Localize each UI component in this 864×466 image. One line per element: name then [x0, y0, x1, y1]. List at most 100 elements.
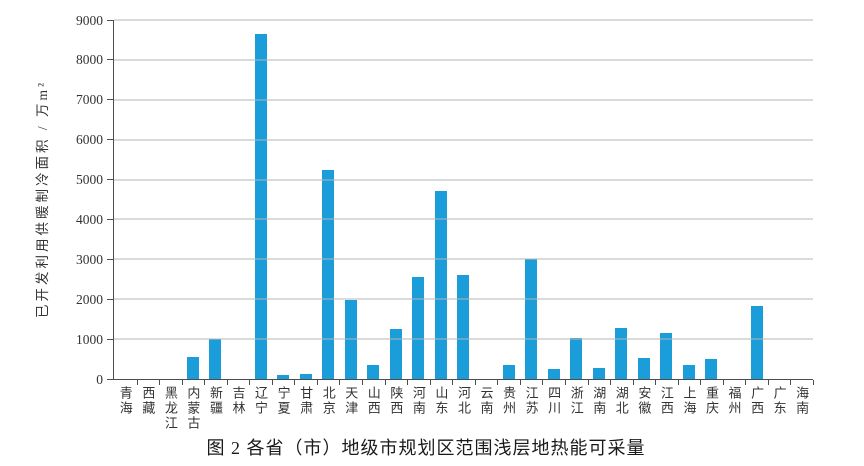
y-axis-tick [107, 378, 113, 380]
x-tick-label: 云南 [478, 386, 494, 416]
x-tick-label: 北京 [320, 386, 336, 416]
bar-slot [610, 20, 633, 379]
bar [277, 375, 290, 379]
x-tick-label: 广西 [749, 386, 765, 416]
bar-slot [362, 20, 385, 379]
x-label-slot: 山东 [430, 386, 453, 431]
x-tick-label: 湖南 [591, 386, 607, 416]
x-label-slot: 西藏 [137, 386, 160, 431]
x-tick-label: 辽宁 [253, 386, 269, 416]
y-axis-tick [107, 179, 113, 181]
bar [209, 339, 222, 379]
bar [367, 365, 380, 379]
bar [412, 277, 425, 379]
x-axis-ticks [114, 379, 814, 385]
gridline [114, 19, 813, 21]
x-axis-tick [474, 380, 476, 385]
plot-area: 青海 西藏 黑龙江 内蒙古 新疆 吉林 辽宁 宁夏 甘肃 北京 天津 山西 陕西 河南 山东 河北 云南 贵州 江苏… [76, 13, 814, 431]
x-label-slot: 湖北 [610, 386, 633, 431]
x-tick-label: 青海 [117, 386, 133, 416]
x-tick-label: 福州 [726, 386, 742, 416]
gridline [114, 338, 813, 340]
bar-slot [385, 20, 408, 379]
x-tick-label: 甘肃 [298, 386, 314, 416]
bar [525, 259, 538, 379]
bar [547, 369, 560, 379]
y-tick-label: 4000 [76, 211, 103, 227]
bar-slot [339, 20, 362, 379]
x-axis-tick [429, 380, 431, 385]
x-tick-label: 浙江 [568, 386, 584, 416]
x-tick-label: 山西 [365, 386, 381, 416]
x-axis-tick [677, 380, 679, 385]
x-label-slot: 吉林 [227, 386, 250, 431]
bar-slot [272, 20, 295, 379]
y-axis-tick [107, 139, 113, 141]
bar-slot [565, 20, 588, 379]
x-label-slot: 河北 [452, 386, 475, 431]
x-tick-label: 河南 [410, 386, 426, 416]
x-axis-tick [181, 380, 183, 385]
x-label-slot: 河南 [407, 386, 430, 431]
x-label-slot: 云南 [475, 386, 498, 431]
bar-slot [452, 20, 475, 379]
x-axis-tick [519, 380, 521, 385]
x-label-slot: 天津 [339, 386, 362, 431]
x-axis-tick [700, 380, 702, 385]
bar [570, 337, 583, 379]
x-tick-label: 西藏 [140, 386, 156, 416]
x-tick-label: 陕西 [388, 386, 404, 416]
x-label-slot: 山西 [362, 386, 385, 431]
x-label-slot: 新疆 [204, 386, 227, 431]
bar-slot [497, 20, 520, 379]
figure-caption: 图 2 各省（市）地级市规划区范围浅层地热能可采量 [206, 438, 646, 458]
x-tick-label: 天津 [343, 386, 359, 416]
x-label-slot: 福州 [723, 386, 746, 431]
x-label-slot: 上海 [678, 386, 701, 431]
x-tick-label: 江苏 [523, 386, 539, 416]
x-axis-tick [339, 380, 341, 385]
bar [682, 365, 695, 379]
bar [660, 332, 673, 379]
y-tick-label: 1000 [76, 331, 103, 347]
x-axis-tick [226, 380, 228, 385]
bar [637, 358, 650, 379]
x-label-slot: 内蒙古 [182, 386, 205, 431]
x-axis-tick [204, 380, 206, 385]
bar-slot [768, 20, 791, 379]
gridline [114, 59, 813, 61]
bar-slot [700, 20, 723, 379]
gridline [114, 179, 813, 181]
x-label-slot: 黑龙江 [159, 386, 182, 431]
x-axis-tick [316, 380, 318, 385]
gridline [114, 258, 813, 260]
y-axis-tick [107, 298, 113, 300]
bar [592, 367, 605, 379]
x-tick-label: 河北 [455, 386, 471, 416]
bar [186, 357, 199, 379]
x-axis-tick [610, 380, 612, 385]
x-axis-tick [767, 380, 769, 385]
bar-slot [430, 20, 453, 379]
x-label-slot: 四川 [542, 386, 565, 431]
y-tick-label: 8000 [76, 52, 103, 68]
y-axis-tick [107, 258, 113, 260]
x-axis-tick [136, 380, 138, 385]
y-tick-label: 9000 [76, 12, 103, 28]
bar-slot [745, 20, 768, 379]
y-axis-tick [107, 218, 113, 220]
x-label-slot: 甘肃 [294, 386, 317, 431]
bar-slot [723, 20, 746, 379]
x-tick-label: 山东 [433, 386, 449, 416]
x-tick-label: 吉林 [230, 386, 246, 416]
bar [322, 169, 335, 379]
bar-slot [182, 20, 205, 379]
bar-slot [204, 20, 227, 379]
y-tick-label: 5000 [76, 171, 103, 187]
bar [750, 306, 763, 379]
x-axis-tick [655, 380, 657, 385]
bar [434, 190, 447, 379]
x-axis-tick [362, 380, 364, 385]
y-tick-label: 2000 [76, 291, 103, 307]
bar [254, 33, 267, 379]
